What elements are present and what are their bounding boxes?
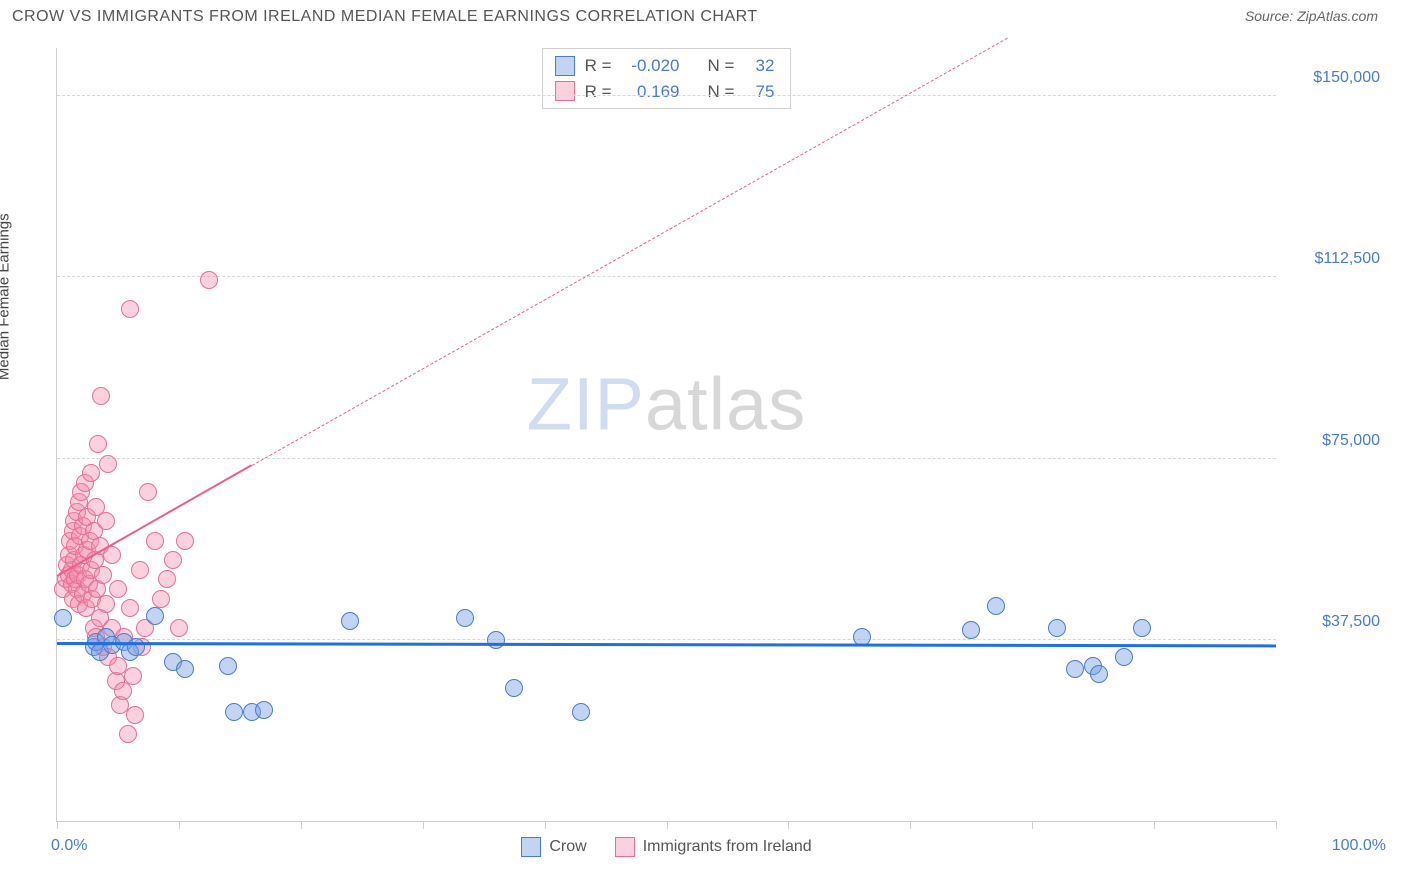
scatter-point-ireland [97,595,115,613]
x-tick [545,821,546,829]
scatter-point-crow [1048,619,1066,637]
x-tick [1276,821,1277,829]
scatter-point-crow [456,609,474,627]
scatter-point-crow [572,703,590,721]
n-label: N = [708,79,735,105]
y-tick-label: $112,500 [1282,250,1380,268]
watermark: ZIPatlas [527,361,806,446]
scatter-point-crow [54,609,72,627]
correlation-legend: R = -0.020 N = 32 R = 0.169 N = 75 [542,48,792,109]
scatter-point-crow [255,701,273,719]
scatter-point-ireland [170,619,188,637]
plot-region: ZIPatlas R = -0.020 N = 32 R = 0.169 N =… [56,48,1276,822]
scatter-point-crow [1133,619,1151,637]
scatter-point-crow [1115,648,1133,666]
legend-swatch-pink [555,81,575,101]
x-tick [57,821,58,829]
scatter-point-ireland [146,532,164,550]
x-tick [788,821,789,829]
y-axis-label: Median Female Earnings [0,213,13,380]
source-name: ZipAtlas.com [1297,8,1378,24]
scatter-point-crow [1090,665,1108,683]
scatter-point-ireland [124,667,142,685]
legend-label-ireland: Immigrants from Ireland [643,838,812,856]
scatter-point-crow [487,631,505,649]
y-tick-label: $75,000 [1282,432,1380,450]
trendline-crow [57,642,1276,647]
r-label: R = [585,79,612,105]
x-tick [1032,821,1033,829]
x-tick [423,821,424,829]
scatter-point-ireland [92,387,110,405]
scatter-point-crow [962,621,980,639]
x-tick [301,821,302,829]
x-tick [1154,821,1155,829]
scatter-point-ireland [158,570,176,588]
scatter-point-ireland [176,532,194,550]
scatter-point-ireland [164,551,182,569]
legend-swatch-blue [521,837,541,857]
gridline [57,639,1276,640]
chart-area: Median Female Earnings ZIPatlas R = -0.0… [20,38,1386,872]
scatter-point-ireland [131,561,149,579]
scatter-point-ireland [126,706,144,724]
scatter-point-ireland [119,725,137,743]
y-tick-label: $150,000 [1282,69,1380,87]
scatter-point-ireland [121,599,139,617]
scatter-point-ireland [89,435,107,453]
y-tick-label: $37,500 [1282,613,1380,631]
scatter-point-crow [219,657,237,675]
scatter-point-ireland [109,580,127,598]
r-value-blue: -0.020 [622,53,680,79]
gridline [57,276,1276,277]
scatter-point-crow [176,660,194,678]
n-value-blue: 32 [744,53,774,79]
x-tick [667,821,668,829]
scatter-point-ireland [152,590,170,608]
scatter-point-ireland [121,300,139,318]
chart-title: CROW VS IMMIGRANTS FROM IRELAND MEDIAN F… [12,8,758,26]
scatter-point-ireland [99,455,117,473]
scatter-point-crow [987,597,1005,615]
scatter-point-ireland [139,483,157,501]
scatter-point-crow [1066,660,1084,678]
n-label: N = [708,53,735,79]
scatter-point-crow [146,607,164,625]
watermark-zip: ZIP [527,362,645,445]
x-tick [910,821,911,829]
gridline [57,458,1276,459]
legend-label-crow: Crow [549,838,586,856]
scatter-point-crow [225,703,243,721]
scatter-point-ireland [97,512,115,530]
chart-source: Source: ZipAtlas.com [1245,8,1378,24]
scatter-point-crow [127,638,145,656]
source-prefix: Source: [1245,8,1297,24]
chart-header: CROW VS IMMIGRANTS FROM IRELAND MEDIAN F… [0,0,1406,30]
scatter-point-crow [505,679,523,697]
n-value-pink: 75 [744,79,774,105]
r-value-pink: 0.169 [622,79,680,105]
scatter-point-ireland [82,464,100,482]
r-label: R = [585,53,612,79]
scatter-point-crow [341,612,359,630]
legend-swatch-pink [615,837,635,857]
x-tick [179,821,180,829]
x-axis-max-label: 100.0% [1332,837,1386,855]
legend-item-crow: Crow [521,837,586,857]
legend-swatch-blue [555,56,575,76]
series-legend: Crow Immigrants from Ireland [57,837,1276,857]
correlation-row-pink: R = 0.169 N = 75 [555,79,775,105]
scatter-point-ireland [200,271,218,289]
correlation-row-blue: R = -0.020 N = 32 [555,53,775,79]
scatter-point-ireland [94,566,112,584]
gridline [57,95,1276,96]
watermark-atlas: atlas [645,362,806,445]
legend-item-ireland: Immigrants from Ireland [615,837,812,857]
